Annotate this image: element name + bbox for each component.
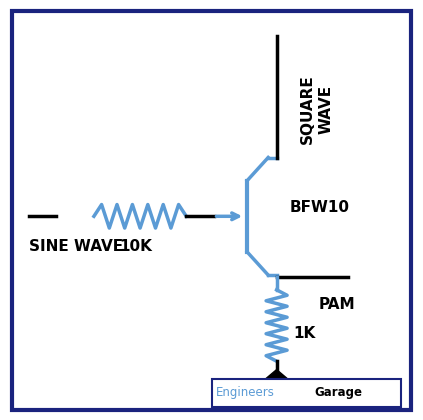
Text: SQUARE: SQUARE — [300, 74, 315, 144]
Text: SINE WAVE: SINE WAVE — [29, 239, 123, 255]
Text: PAM: PAM — [319, 297, 355, 312]
Text: 10K: 10K — [119, 239, 152, 255]
Polygon shape — [261, 370, 293, 383]
Text: Engineers: Engineers — [216, 386, 275, 399]
Text: 1K: 1K — [294, 326, 316, 341]
FancyBboxPatch shape — [212, 379, 401, 407]
Text: BFW10: BFW10 — [289, 200, 349, 215]
Text: WAVE: WAVE — [319, 85, 334, 134]
Text: Garage: Garage — [314, 386, 363, 399]
